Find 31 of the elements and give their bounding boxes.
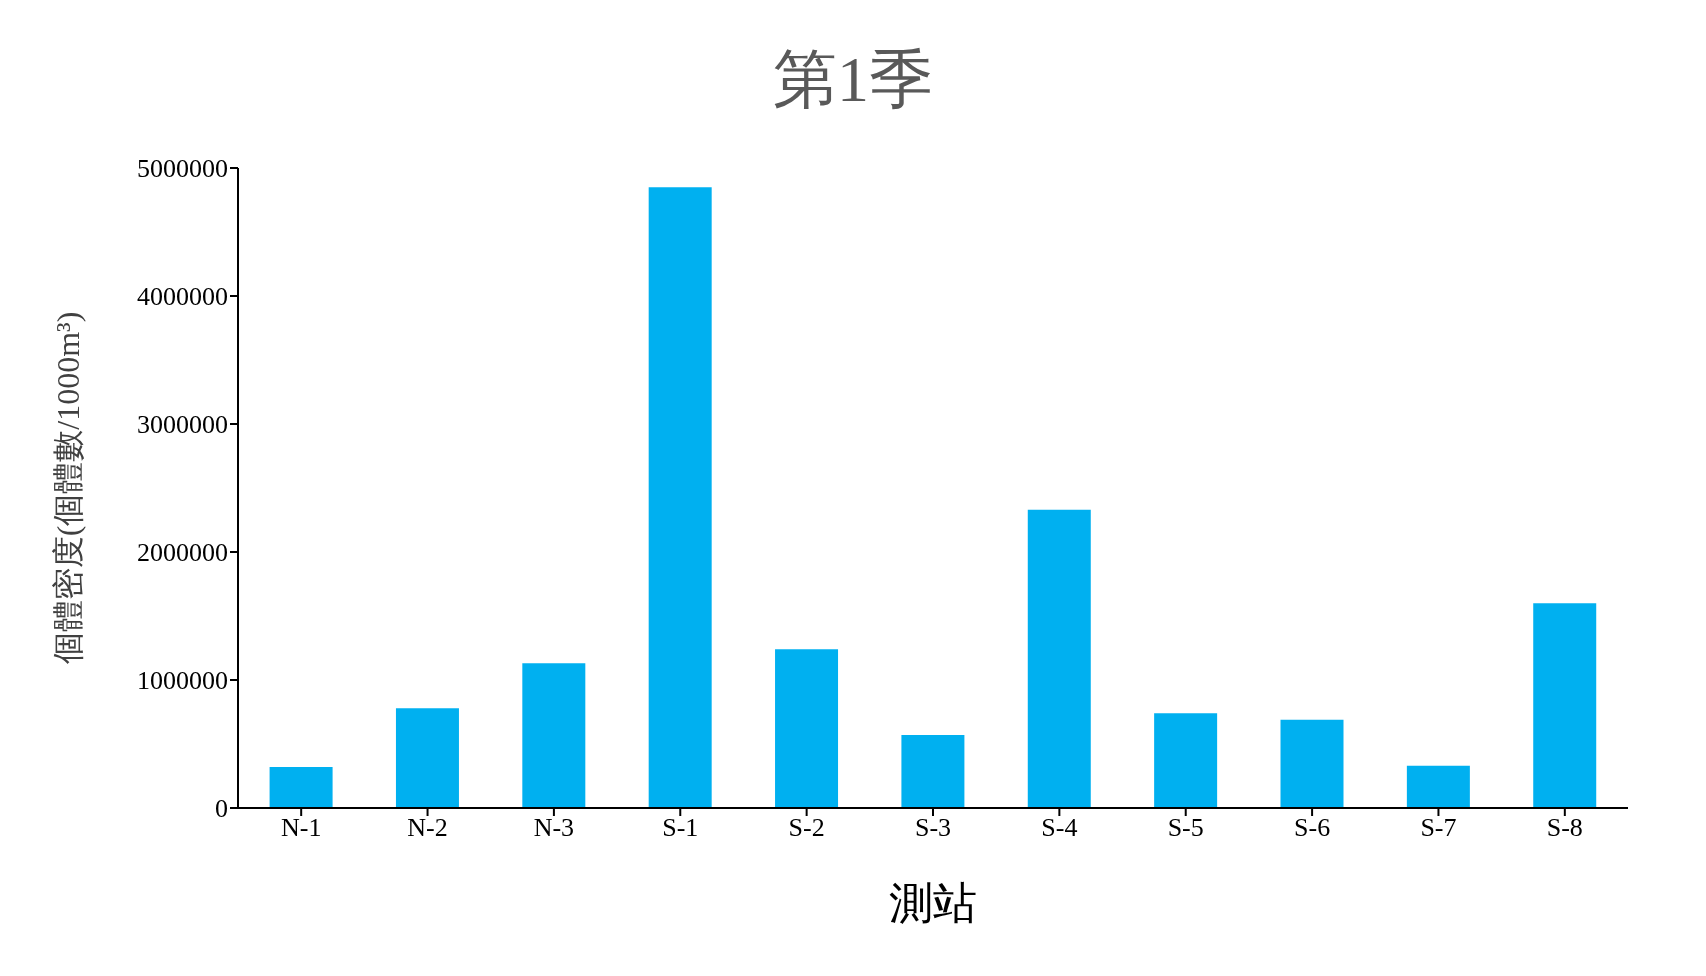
chart-title: 第1季 [772, 43, 934, 117]
x-tick-label: S-4 [1041, 813, 1078, 843]
x-tick-label: S-6 [1294, 813, 1331, 843]
bar [395, 708, 459, 808]
x-tick-label: S-1 [662, 813, 699, 843]
x-tick-label: N-1 [280, 813, 322, 843]
y-tick-label: 4000000 [137, 282, 228, 312]
x-tick-label: N-3 [533, 813, 575, 843]
y-tick-label: 1000000 [137, 666, 228, 696]
bar [1280, 719, 1344, 808]
y-tick-label: 5000000 [137, 154, 228, 184]
bar [269, 767, 333, 808]
x-tick-label: S-8 [1546, 813, 1583, 843]
bar [901, 735, 965, 808]
x-tick-label: S-5 [1167, 813, 1204, 843]
x-axis-title: 測站 [889, 879, 977, 928]
bar [1154, 713, 1218, 808]
y-tick-label: 2000000 [137, 538, 228, 568]
x-tick-label: S-2 [788, 813, 825, 843]
bar [1027, 509, 1091, 808]
x-tick-label: S-3 [914, 813, 952, 843]
x-tick-label: S-7 [1420, 813, 1457, 843]
bar [1406, 765, 1470, 808]
bar [1533, 603, 1597, 808]
y-tick-label: 3000000 [137, 410, 228, 440]
y-axis-title: 個體密度(個體數/1000m³) [50, 311, 87, 665]
bar [648, 187, 712, 808]
bar [522, 663, 586, 808]
bar [775, 649, 839, 808]
x-tick-label: N-2 [407, 813, 448, 843]
y-tick-label: 0 [215, 794, 228, 824]
